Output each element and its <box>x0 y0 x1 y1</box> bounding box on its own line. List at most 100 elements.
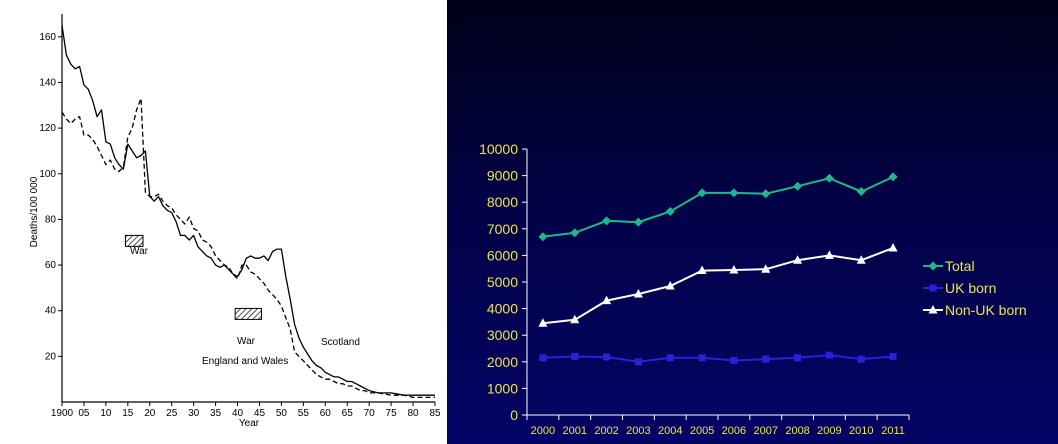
point-total-2001 <box>570 228 580 238</box>
r-y-tick-label-4000: 4000 <box>487 301 518 317</box>
y-tick-label-60: 60 <box>45 260 57 271</box>
point-total-2000 <box>538 232 548 242</box>
r-y-tick-label-0: 0 <box>510 407 518 423</box>
legend-label-non-uk-born: Non-UK born <box>945 302 1027 318</box>
war-period-box-1 <box>124 234 144 247</box>
x-axis-title: Year <box>239 418 260 429</box>
x-tick-label-10: 10 <box>100 408 112 419</box>
war-label-2: War <box>237 336 256 347</box>
x-tick-label-70: 70 <box>364 408 376 419</box>
legend-label-total: Total <box>945 258 975 274</box>
y-tick-label-120: 120 <box>39 123 56 134</box>
point-total-2006 <box>729 188 739 198</box>
point-non-uk-born-2010 <box>856 255 866 264</box>
r-y-tick-label-2000: 2000 <box>487 354 518 370</box>
point-total-2005 <box>697 188 707 198</box>
r-x-tick-label-2011: 2011 <box>881 425 905 437</box>
r-x-tick-label-2001: 2001 <box>563 425 587 437</box>
series-line-total <box>542 175 894 238</box>
x-tick-label-25: 25 <box>166 408 178 419</box>
point-uk-born-2007 <box>762 355 770 363</box>
r-y-tick-label-8000: 8000 <box>487 194 518 210</box>
point-non-uk-born-2007 <box>761 264 771 273</box>
point-non-uk-born-2004 <box>665 280 675 290</box>
r-y-tick-label-6000: 6000 <box>487 247 518 263</box>
point-uk-born-2008 <box>794 354 802 362</box>
r-y-tick-label-1000: 1000 <box>487 380 518 396</box>
point-non-uk-born-2006 <box>729 265 739 274</box>
legend-marker-total <box>928 261 938 271</box>
x-tick-label-1900: 1900 <box>51 408 74 419</box>
series-line-uk-born <box>542 354 894 363</box>
r-x-tick-label-2003: 2003 <box>626 425 650 437</box>
r-x-tick-label-2000: 2000 <box>531 425 555 437</box>
y-tick-label-140: 140 <box>39 77 56 88</box>
y-tick-label-20: 20 <box>45 351 57 362</box>
point-non-uk-born-2008 <box>793 255 803 264</box>
x-tick-label-75: 75 <box>386 408 398 419</box>
legend-label-uk-born: UK born <box>945 280 996 296</box>
x-tick-label-60: 60 <box>320 408 332 419</box>
point-uk-born-2003 <box>634 358 642 366</box>
point-total-2004 <box>665 207 675 217</box>
x-tick-label-55: 55 <box>298 408 310 419</box>
x-tick-label-40: 40 <box>232 408 244 419</box>
line-scotland <box>61 25 435 396</box>
point-uk-born-2000 <box>539 354 547 362</box>
x-tick-label-35: 35 <box>210 408 222 419</box>
england-wales-label: England and Wales <box>202 356 288 367</box>
x-tick-label-15: 15 <box>122 408 134 419</box>
y-axis-title: Deaths/100 000 <box>29 176 40 247</box>
point-uk-born-2009 <box>825 351 833 359</box>
y-tick-label-160: 160 <box>39 32 56 43</box>
point-total-2003 <box>633 217 643 227</box>
war-label-1: War <box>130 246 149 257</box>
scotland-label: Scotland <box>321 337 360 348</box>
r-x-tick-label-2002: 2002 <box>594 425 618 437</box>
x-tick-label-80: 80 <box>407 408 419 419</box>
r-x-tick-label-2005: 2005 <box>690 425 714 437</box>
line-england-and-wales <box>61 97 435 399</box>
point-non-uk-born-2005 <box>697 265 707 275</box>
r-y-tick-label-10000: 10000 <box>479 141 518 157</box>
x-tick-label-05: 05 <box>78 408 90 419</box>
r-y-tick-label-5000: 5000 <box>487 274 518 290</box>
r-x-tick-label-2009: 2009 <box>817 425 841 437</box>
point-total-2007 <box>761 189 771 199</box>
point-total-2009 <box>824 173 834 183</box>
point-total-2008 <box>793 181 803 191</box>
point-non-uk-born-2003 <box>633 288 643 298</box>
x-tick-label-30: 30 <box>188 408 200 419</box>
tb-cases-panel: 0 1000 2000 3000 4000 5000 6000 7000 8000 9000 100… <box>447 0 1058 444</box>
y-tick-label-40: 40 <box>45 306 57 317</box>
point-total-2011 <box>888 172 898 182</box>
left-chart: 20 40 60 80 100 120 140 160 1900 05 10 15 20 25 30 35 40… <box>29 14 441 429</box>
y-tick-label-80: 80 <box>45 214 57 225</box>
point-uk-born-2010 <box>857 355 865 363</box>
x-tick-label-20: 20 <box>144 408 156 419</box>
point-uk-born-2004 <box>666 354 674 362</box>
r-y-tick-label-7000: 7000 <box>487 221 518 237</box>
legend-marker-non-uk-born <box>928 305 938 314</box>
point-uk-born-2002 <box>603 353 611 361</box>
point-non-uk-born-2000 <box>538 318 548 327</box>
point-uk-born-2011 <box>889 352 897 360</box>
r-x-tick-label-2008: 2008 <box>785 425 809 437</box>
x-tick-label-85: 85 <box>429 408 441 419</box>
point-uk-born-2006 <box>730 356 738 364</box>
point-total-2002 <box>602 216 612 226</box>
series-line-non-uk-born <box>542 247 894 325</box>
y-tick-label-100: 100 <box>39 169 56 180</box>
r-x-tick-label-2006: 2006 <box>722 425 746 437</box>
point-non-uk-born-2001 <box>570 314 580 324</box>
r-y-tick-label-9000: 9000 <box>487 168 518 184</box>
point-uk-born-2001 <box>571 352 579 360</box>
r-y-tick-label-3000: 3000 <box>487 327 518 343</box>
x-tick-label-65: 65 <box>342 408 354 419</box>
x-tick-label-45: 45 <box>254 408 266 419</box>
r-x-tick-label-2010: 2010 <box>849 425 873 437</box>
legend-marker-uk-born <box>929 284 937 292</box>
r-x-tick-label-2007: 2007 <box>754 425 778 437</box>
point-non-uk-born-2011 <box>888 242 898 252</box>
war-period-box-2 <box>234 307 262 320</box>
